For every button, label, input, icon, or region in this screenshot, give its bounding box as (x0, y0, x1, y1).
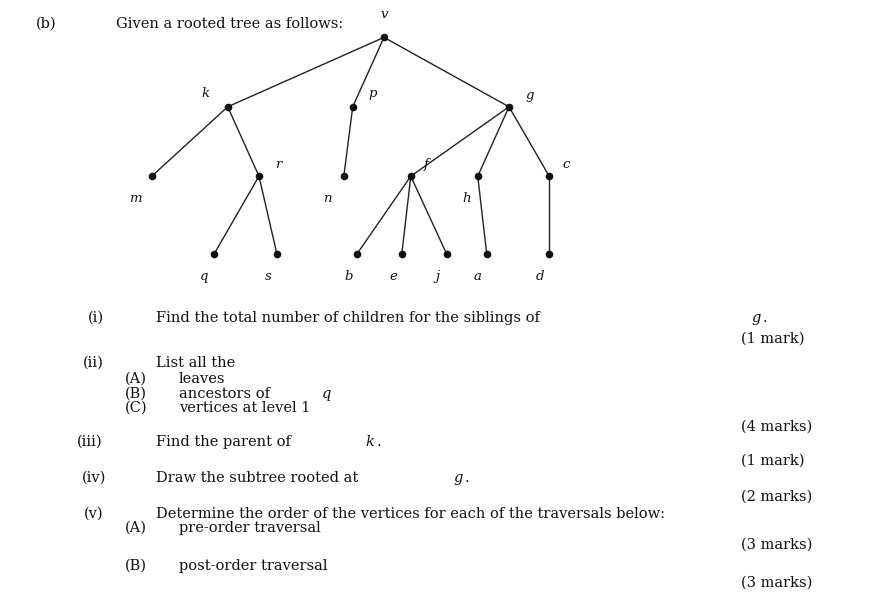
Text: k: k (366, 435, 375, 449)
Text: .: . (377, 435, 381, 449)
Text: g: g (454, 471, 463, 485)
Text: c: c (563, 158, 570, 171)
Text: (B): (B) (125, 386, 147, 401)
Text: Find the parent of: Find the parent of (156, 435, 296, 449)
Text: (A): (A) (125, 372, 147, 386)
Text: p: p (369, 87, 378, 100)
Text: (3 marks): (3 marks) (741, 576, 813, 590)
Text: Determine the order of the vertices for each of the traversals below:: Determine the order of the vertices for … (156, 507, 665, 521)
Text: a: a (474, 270, 481, 283)
Text: j: j (436, 270, 439, 283)
Text: d: d (536, 270, 545, 283)
Text: pre-order traversal: pre-order traversal (179, 520, 321, 535)
Text: v: v (380, 8, 388, 22)
Text: vertices at level 1: vertices at level 1 (179, 401, 310, 415)
Text: (A): (A) (125, 520, 147, 535)
Text: .: . (465, 471, 470, 485)
Text: (i): (i) (88, 311, 104, 325)
Text: (1 mark): (1 mark) (741, 453, 805, 467)
Text: g: g (525, 89, 534, 102)
Text: (4 marks): (4 marks) (741, 420, 813, 434)
Text: f: f (424, 158, 429, 171)
Text: k: k (202, 87, 210, 100)
Text: e: e (389, 270, 396, 283)
Text: (1 mark): (1 mark) (741, 332, 805, 346)
Text: r: r (275, 158, 281, 171)
Text: leaves: leaves (179, 372, 225, 386)
Text: (ii): (ii) (83, 356, 104, 370)
Text: n: n (323, 192, 332, 205)
Text: q: q (321, 386, 331, 401)
Text: h: h (463, 192, 472, 205)
Text: q: q (199, 270, 208, 283)
Text: List all the: List all the (156, 356, 236, 370)
Text: Given a rooted tree as follows:: Given a rooted tree as follows: (116, 17, 343, 31)
Text: ancestors of: ancestors of (179, 386, 274, 401)
Text: (iv): (iv) (82, 471, 106, 485)
Text: (C): (C) (125, 401, 147, 415)
Text: .: . (763, 311, 767, 325)
Text: (B): (B) (125, 559, 147, 573)
Text: (b): (b) (36, 17, 56, 31)
Text: (2 marks): (2 marks) (741, 490, 813, 504)
Text: post-order traversal: post-order traversal (179, 559, 327, 573)
Text: (v): (v) (84, 507, 104, 521)
Text: (iii): (iii) (77, 435, 103, 449)
Text: b: b (344, 270, 353, 283)
Text: s: s (264, 270, 271, 283)
Text: Find the total number of children for the siblings of: Find the total number of children for th… (156, 311, 545, 325)
Text: (3 marks): (3 marks) (741, 538, 813, 551)
Text: Draw the subtree rooted at: Draw the subtree rooted at (156, 471, 363, 485)
Text: m: m (129, 192, 142, 205)
Text: g: g (752, 311, 761, 325)
